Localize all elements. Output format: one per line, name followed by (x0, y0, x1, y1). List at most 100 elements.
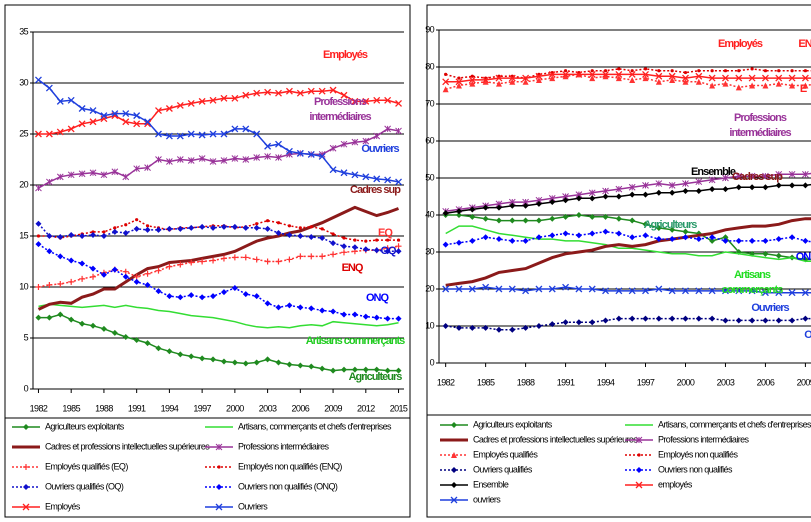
y-tick-label: 60 (425, 135, 434, 145)
marker (264, 88, 272, 96)
marker (629, 315, 636, 322)
marker (176, 156, 184, 163)
marker (188, 224, 195, 231)
marker (522, 78, 529, 85)
marker (362, 246, 369, 253)
marker (642, 182, 649, 189)
marker (253, 256, 260, 263)
marker (166, 158, 173, 165)
x-tick-label: 2009 (324, 403, 342, 413)
legend-marker (22, 503, 30, 511)
legend-label: Cadres et professions intellectuelles su… (45, 441, 210, 451)
legend-label: Ouvriers (238, 501, 268, 511)
marker (231, 254, 238, 261)
marker (802, 82, 809, 89)
legend-marker (215, 443, 223, 451)
marker (111, 228, 118, 235)
marker (683, 70, 688, 75)
marker (351, 97, 359, 105)
marker (589, 195, 596, 202)
marker (495, 285, 503, 293)
marker (482, 283, 490, 291)
x-tick-label: 1994 (597, 377, 615, 387)
marker (748, 287, 756, 295)
marker (113, 226, 117, 230)
marker (210, 257, 217, 264)
marker (144, 120, 152, 128)
marker (253, 154, 261, 161)
marker (264, 300, 271, 307)
marker (642, 221, 649, 228)
legend-label: Cadres et professions intellectuelles su… (473, 434, 638, 444)
marker (535, 217, 542, 224)
marker (122, 333, 129, 340)
marker (629, 217, 636, 224)
marker (775, 170, 783, 178)
y-tick-label: 0 (24, 383, 29, 393)
marker (482, 78, 489, 85)
legend-label: Ouvriers qualifiés (OQ) (45, 481, 124, 491)
marker (695, 178, 703, 186)
marker (602, 70, 610, 78)
marker (642, 232, 649, 239)
marker (133, 225, 140, 232)
marker (276, 221, 281, 225)
marker (628, 183, 636, 191)
series-line (38, 79, 399, 183)
marker (588, 70, 596, 78)
marker (373, 314, 380, 321)
annotation: Artisans commerçants (305, 335, 406, 347)
marker (721, 74, 729, 82)
marker (319, 365, 326, 372)
marker (210, 293, 217, 300)
marker (307, 150, 315, 158)
marker (495, 236, 502, 243)
annotation: Professions intermédiaires (729, 112, 791, 139)
series-line (37, 205, 400, 311)
marker (709, 315, 716, 322)
marker (709, 237, 716, 244)
legend-marker (215, 503, 223, 511)
legend-label: Employés qualifiés (EQ) (45, 461, 128, 471)
marker (615, 75, 622, 82)
marker (482, 324, 489, 331)
x-tick-label: 2006 (292, 403, 310, 413)
marker (802, 315, 809, 322)
marker (777, 69, 781, 73)
marker (669, 236, 676, 243)
y-tick-label: 25 (19, 128, 28, 138)
marker (790, 69, 794, 73)
annotation: Ensemble (691, 166, 736, 178)
marker (264, 356, 271, 363)
marker (602, 228, 609, 235)
x-tick-label: 2003 (259, 403, 277, 413)
marker (395, 315, 402, 322)
marker (176, 132, 184, 140)
marker (775, 182, 782, 189)
marker (589, 230, 596, 237)
x-tick-label: 1985 (477, 377, 495, 387)
marker (788, 74, 796, 82)
marker (575, 212, 582, 218)
marker (386, 238, 390, 242)
marker (220, 223, 227, 230)
marker (695, 187, 702, 194)
marker (320, 227, 324, 231)
marker (166, 293, 173, 300)
marker (79, 320, 86, 327)
marker (35, 284, 42, 290)
y-tick-label: 20 (425, 283, 434, 293)
marker (509, 217, 516, 224)
marker (442, 323, 449, 329)
marker (198, 97, 206, 105)
marker (199, 223, 206, 230)
marker (231, 155, 239, 162)
legend-marker (450, 496, 458, 504)
marker (642, 70, 649, 78)
marker (209, 158, 217, 165)
marker (231, 223, 238, 230)
annotation: O (804, 329, 811, 341)
marker (90, 273, 97, 280)
marker (144, 281, 151, 288)
marker (35, 314, 42, 321)
